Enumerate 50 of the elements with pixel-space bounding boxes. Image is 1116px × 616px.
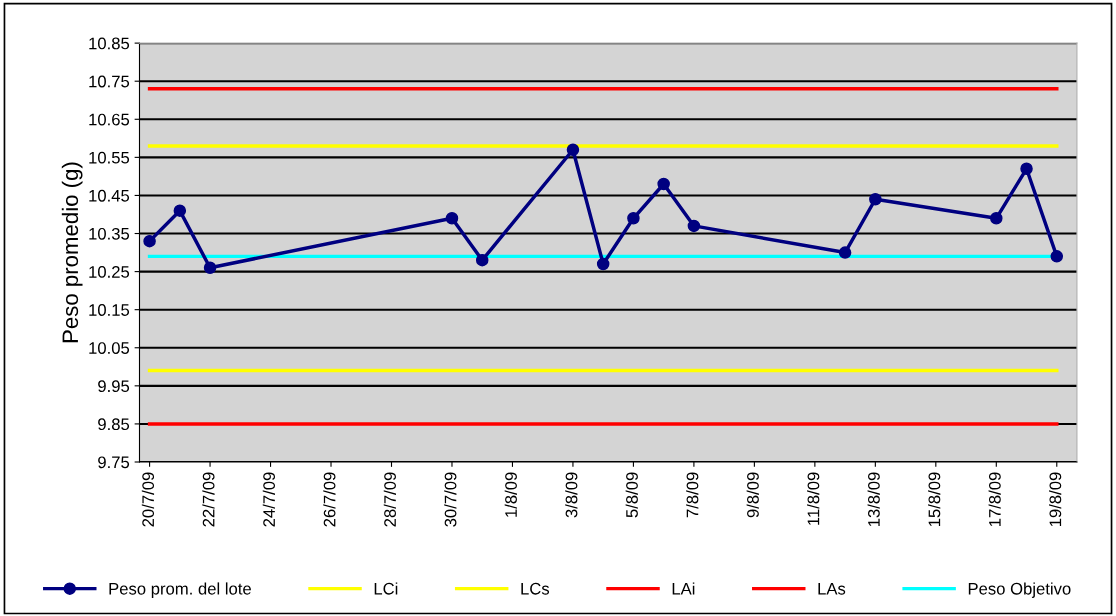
x-tick-label: 17/8/09 — [988, 472, 1001, 527]
x-tick-label: 13/8/09 — [867, 472, 880, 527]
point — [990, 212, 1003, 225]
x-tick-label: 28/7/09 — [383, 472, 396, 527]
x-tick-label: 3/8/09 — [565, 472, 578, 518]
x-tick-label: 7/8/09 — [686, 472, 699, 518]
y-tick-label: 10.75 — [89, 75, 130, 88]
point — [445, 212, 459, 225]
x-tick-label: 11/8/09 — [807, 472, 820, 525]
x-tick-label: 15/8/09 — [928, 472, 941, 527]
legend-label: LAi — [672, 582, 695, 595]
y-tick-label: 10.15 — [89, 304, 130, 316]
x-tick-label: 1/8/09 — [504, 472, 517, 517]
legend-label: Peso prom. del lote — [109, 582, 251, 598]
y-tick-label: 9.75 — [98, 456, 130, 469]
legend-label: Peso Objetivo — [968, 582, 1071, 598]
point — [475, 253, 489, 267]
y-tick-label: 10.65 — [89, 113, 130, 126]
y-tick-label: 10.85 — [89, 37, 130, 50]
point — [1050, 250, 1064, 263]
y-tick-label: 9.95 — [98, 380, 130, 393]
y-tick-label: 9.85 — [98, 418, 130, 431]
x-tick-label: 30/7/09 — [444, 472, 457, 527]
y-tick-label: 10.45 — [89, 189, 130, 202]
x-tick-label: 20/7/09 — [141, 472, 155, 527]
point — [1020, 162, 1033, 176]
point — [143, 234, 156, 248]
y-tick-label: 10.35 — [89, 227, 130, 240]
point — [657, 177, 670, 191]
y-axis-title: Peso promedio (g) — [61, 162, 83, 343]
legend-label: LCi — [374, 582, 398, 595]
y-tick-label: 10.55 — [89, 151, 130, 164]
point — [596, 257, 610, 271]
legend-label: LCs — [521, 582, 550, 595]
x-tick-label: 24/7/09 — [262, 472, 276, 527]
y-tick-label: 10.25 — [89, 266, 130, 278]
x-tick-label: 19/8/09 — [1049, 472, 1062, 527]
point — [173, 204, 187, 217]
x-tick-label: 22/7/09 — [202, 472, 215, 527]
x-tick-label: 5/8/09 — [625, 472, 638, 518]
legend-label: LAs — [818, 583, 846, 595]
point — [869, 192, 882, 206]
point — [838, 246, 852, 259]
y-tick-label: 10.05 — [89, 342, 130, 354]
point — [566, 143, 580, 156]
x-tick-label: 9/8/09 — [746, 472, 759, 518]
point — [687, 219, 701, 233]
point — [627, 212, 640, 225]
point — [203, 261, 217, 275]
x-tick-label: 26/7/09 — [323, 472, 336, 527]
